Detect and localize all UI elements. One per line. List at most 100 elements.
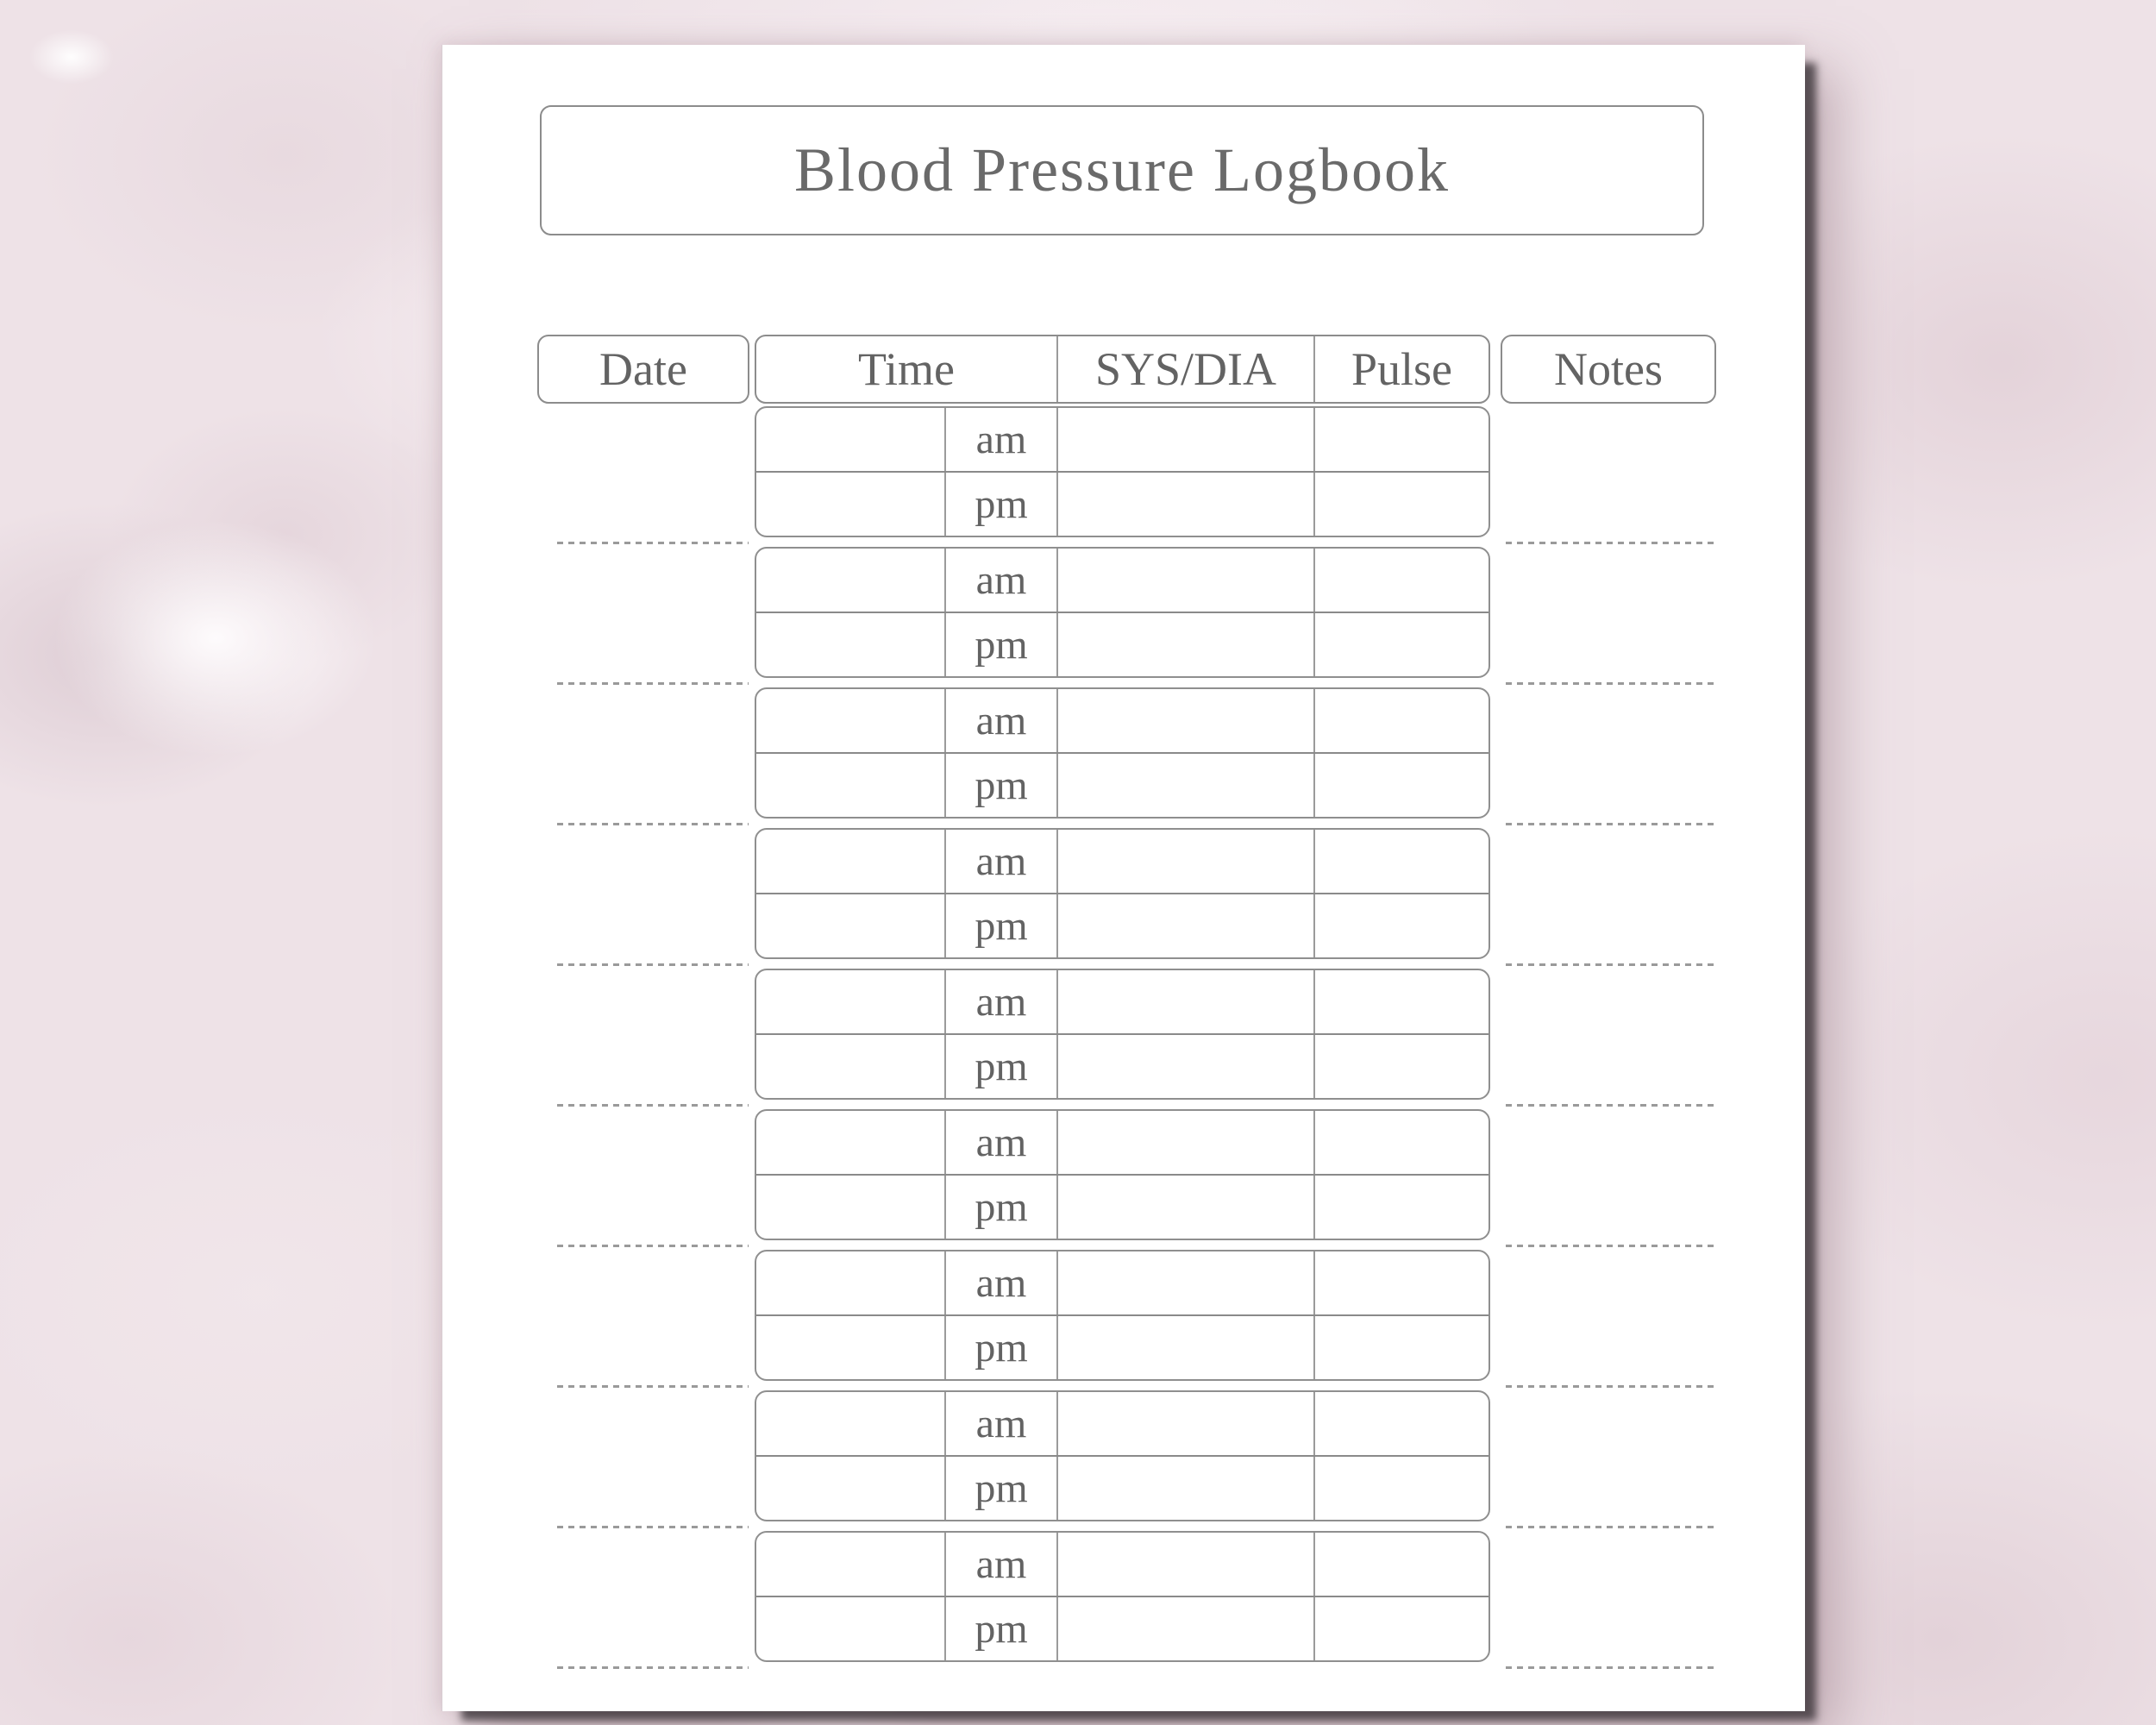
pm-label-cell: pm — [946, 1457, 1058, 1520]
pm-label: pm — [975, 1606, 1028, 1652]
pulse-entry-cell — [1315, 1392, 1489, 1455]
time-entry-cell — [756, 408, 946, 471]
day-entry-band: am pm — [442, 406, 1805, 547]
am-label: am — [975, 698, 1027, 743]
date-separator-dotted-line — [557, 963, 749, 966]
sys-dia-entry-cell — [1058, 1457, 1315, 1520]
pm-label: pm — [975, 622, 1028, 668]
notes-separator-dotted-line — [1506, 542, 1714, 544]
time-entry-cell — [756, 830, 946, 893]
sys-dia-entry-cell — [1058, 1035, 1315, 1098]
sys-dia-entry-cell — [1058, 830, 1315, 893]
day-entry-group: am pm — [755, 687, 1490, 819]
sys-dia-entry-cell — [1058, 894, 1315, 957]
notes-separator-dotted-line — [1506, 823, 1714, 825]
am-label: am — [975, 1260, 1027, 1306]
pm-label-cell: pm — [946, 894, 1058, 957]
am-row: am — [756, 1251, 1489, 1316]
sys-dia-entry-cell — [1058, 689, 1315, 752]
date-separator-dotted-line — [557, 542, 749, 544]
am-label-cell: am — [946, 549, 1058, 612]
pm-row: pm — [756, 613, 1489, 676]
page-title: Blood Pressure Logbook — [794, 135, 1450, 204]
time-entry-cell — [756, 1597, 946, 1660]
pm-label: pm — [975, 762, 1028, 808]
pm-label: pm — [975, 1184, 1028, 1230]
am-label-cell: am — [946, 1111, 1058, 1174]
am-row: am — [756, 1111, 1489, 1176]
time-entry-cell — [756, 970, 946, 1033]
am-label: am — [975, 417, 1027, 462]
pulse-entry-cell — [1315, 1251, 1489, 1314]
am-row: am — [756, 830, 1489, 894]
notes-separator-dotted-line — [1506, 1245, 1714, 1247]
time-entry-cell — [756, 1533, 946, 1596]
pulse-entry-cell — [1315, 894, 1489, 957]
sys-dia-entry-cell — [1058, 1251, 1315, 1314]
pulse-entry-cell — [1315, 1316, 1489, 1379]
pulse-entry-cell — [1315, 1457, 1489, 1520]
sys-dia-entry-cell — [1058, 408, 1315, 471]
day-entry-band: am pm — [442, 1109, 1805, 1250]
date-separator-dotted-line — [557, 1104, 749, 1107]
time-entry-cell — [756, 473, 946, 536]
pm-row: pm — [756, 1176, 1489, 1239]
pm-label-cell: pm — [946, 473, 1058, 536]
pulse-entry-cell — [1315, 830, 1489, 893]
am-label: am — [975, 979, 1027, 1025]
pm-row: pm — [756, 473, 1489, 536]
am-row: am — [756, 408, 1489, 473]
day-entry-group: am pm — [755, 969, 1490, 1100]
pm-label: pm — [975, 1325, 1028, 1371]
am-label: am — [975, 838, 1027, 884]
day-entry-group: am pm — [755, 828, 1490, 959]
am-label-cell: am — [946, 689, 1058, 752]
sys-dia-entry-cell — [1058, 549, 1315, 612]
day-entry-group: am pm — [755, 1390, 1490, 1521]
time-entry-cell — [756, 549, 946, 612]
date-separator-dotted-line — [557, 1245, 749, 1247]
am-label-cell: am — [946, 1251, 1058, 1314]
time-entry-cell — [756, 1457, 946, 1520]
am-label-cell: am — [946, 408, 1058, 471]
time-entry-cell — [756, 613, 946, 676]
am-label: am — [975, 1541, 1027, 1587]
pulse-entry-cell — [1315, 1533, 1489, 1596]
am-row: am — [756, 970, 1489, 1035]
column-header-pulse: Pulse — [1313, 336, 1489, 402]
pulse-entry-cell — [1315, 689, 1489, 752]
day-entry-band: am pm — [442, 1531, 1805, 1672]
time-entry-cell — [756, 1035, 946, 1098]
column-header-date: Date — [537, 335, 749, 404]
am-row: am — [756, 1533, 1489, 1597]
date-separator-dotted-line — [557, 823, 749, 825]
sys-dia-entry-cell — [1058, 970, 1315, 1033]
am-label: am — [975, 557, 1027, 603]
pm-label-cell: pm — [946, 1597, 1058, 1660]
pulse-entry-cell — [1315, 1597, 1489, 1660]
column-header-group: Time SYS/DIA Pulse — [755, 335, 1490, 404]
time-entry-cell — [756, 754, 946, 817]
pulse-entry-cell — [1315, 1035, 1489, 1098]
sys-dia-entry-cell — [1058, 613, 1315, 676]
time-entry-cell — [756, 1316, 946, 1379]
am-label-cell: am — [946, 970, 1058, 1033]
notes-separator-dotted-line — [1506, 963, 1714, 966]
day-entry-group: am pm — [755, 547, 1490, 678]
logbook-page: Blood Pressure Logbook Date Time SYS/DIA… — [442, 45, 1805, 1711]
pm-row: pm — [756, 1597, 1489, 1660]
am-row: am — [756, 549, 1489, 613]
day-entry-group: am pm — [755, 1531, 1490, 1662]
pm-label-cell: pm — [946, 613, 1058, 676]
pm-row: pm — [756, 1035, 1489, 1098]
am-row: am — [756, 1392, 1489, 1457]
am-label-cell: am — [946, 1392, 1058, 1455]
pm-label: pm — [975, 481, 1028, 527]
pulse-entry-cell — [1315, 1176, 1489, 1239]
day-entry-band: am pm — [442, 1390, 1805, 1531]
title-box: Blood Pressure Logbook — [540, 105, 1704, 235]
pm-label-cell: pm — [946, 1176, 1058, 1239]
column-header-sys-dia: SYS/DIA — [1056, 336, 1313, 402]
day-entry-group: am pm — [755, 406, 1490, 537]
